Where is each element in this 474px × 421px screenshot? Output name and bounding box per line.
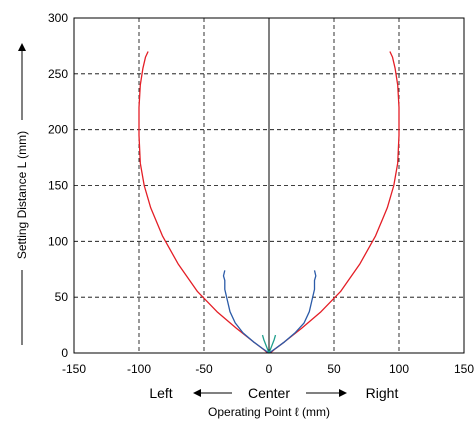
series-line xyxy=(138,51,269,354)
right-direction-label: Right xyxy=(366,385,399,401)
y-tick-label: 0 xyxy=(61,346,68,360)
y-tick-label: 150 xyxy=(48,179,68,193)
plot-frame xyxy=(73,17,465,354)
x-tick-label: 150 xyxy=(454,362,474,376)
series-line xyxy=(268,270,317,354)
y-axis-label-backdrop xyxy=(14,120,30,270)
center-direction-label: Center xyxy=(248,385,290,401)
left-direction-label: Left xyxy=(149,385,172,401)
series-line xyxy=(222,270,270,354)
series-layer xyxy=(138,51,400,354)
y-tick-label: 300 xyxy=(48,11,68,25)
x-tick-label: 0 xyxy=(266,362,273,376)
y-tick-labels: 0 50 100 150 200 250 300 xyxy=(48,11,68,360)
x-tick-label: -50 xyxy=(195,362,213,376)
y-axis-label: Setting Distance L (mm) xyxy=(15,131,29,259)
y-tick-label: 200 xyxy=(48,123,68,137)
x-tick-label: -100 xyxy=(127,362,151,376)
y-tick-label: 50 xyxy=(55,290,69,304)
x-tick-label: 50 xyxy=(327,362,341,376)
y-tick-label: 100 xyxy=(48,234,68,248)
x-tick-label: -150 xyxy=(62,362,86,376)
x-axis-label: Operating Point ℓ (mm) xyxy=(208,405,330,419)
x-tick-label: 100 xyxy=(389,362,409,376)
series-line xyxy=(269,51,400,354)
y-tick-label: 250 xyxy=(48,67,68,81)
x-tick-labels: -150 -100 -50 0 50 100 150 xyxy=(62,362,474,376)
